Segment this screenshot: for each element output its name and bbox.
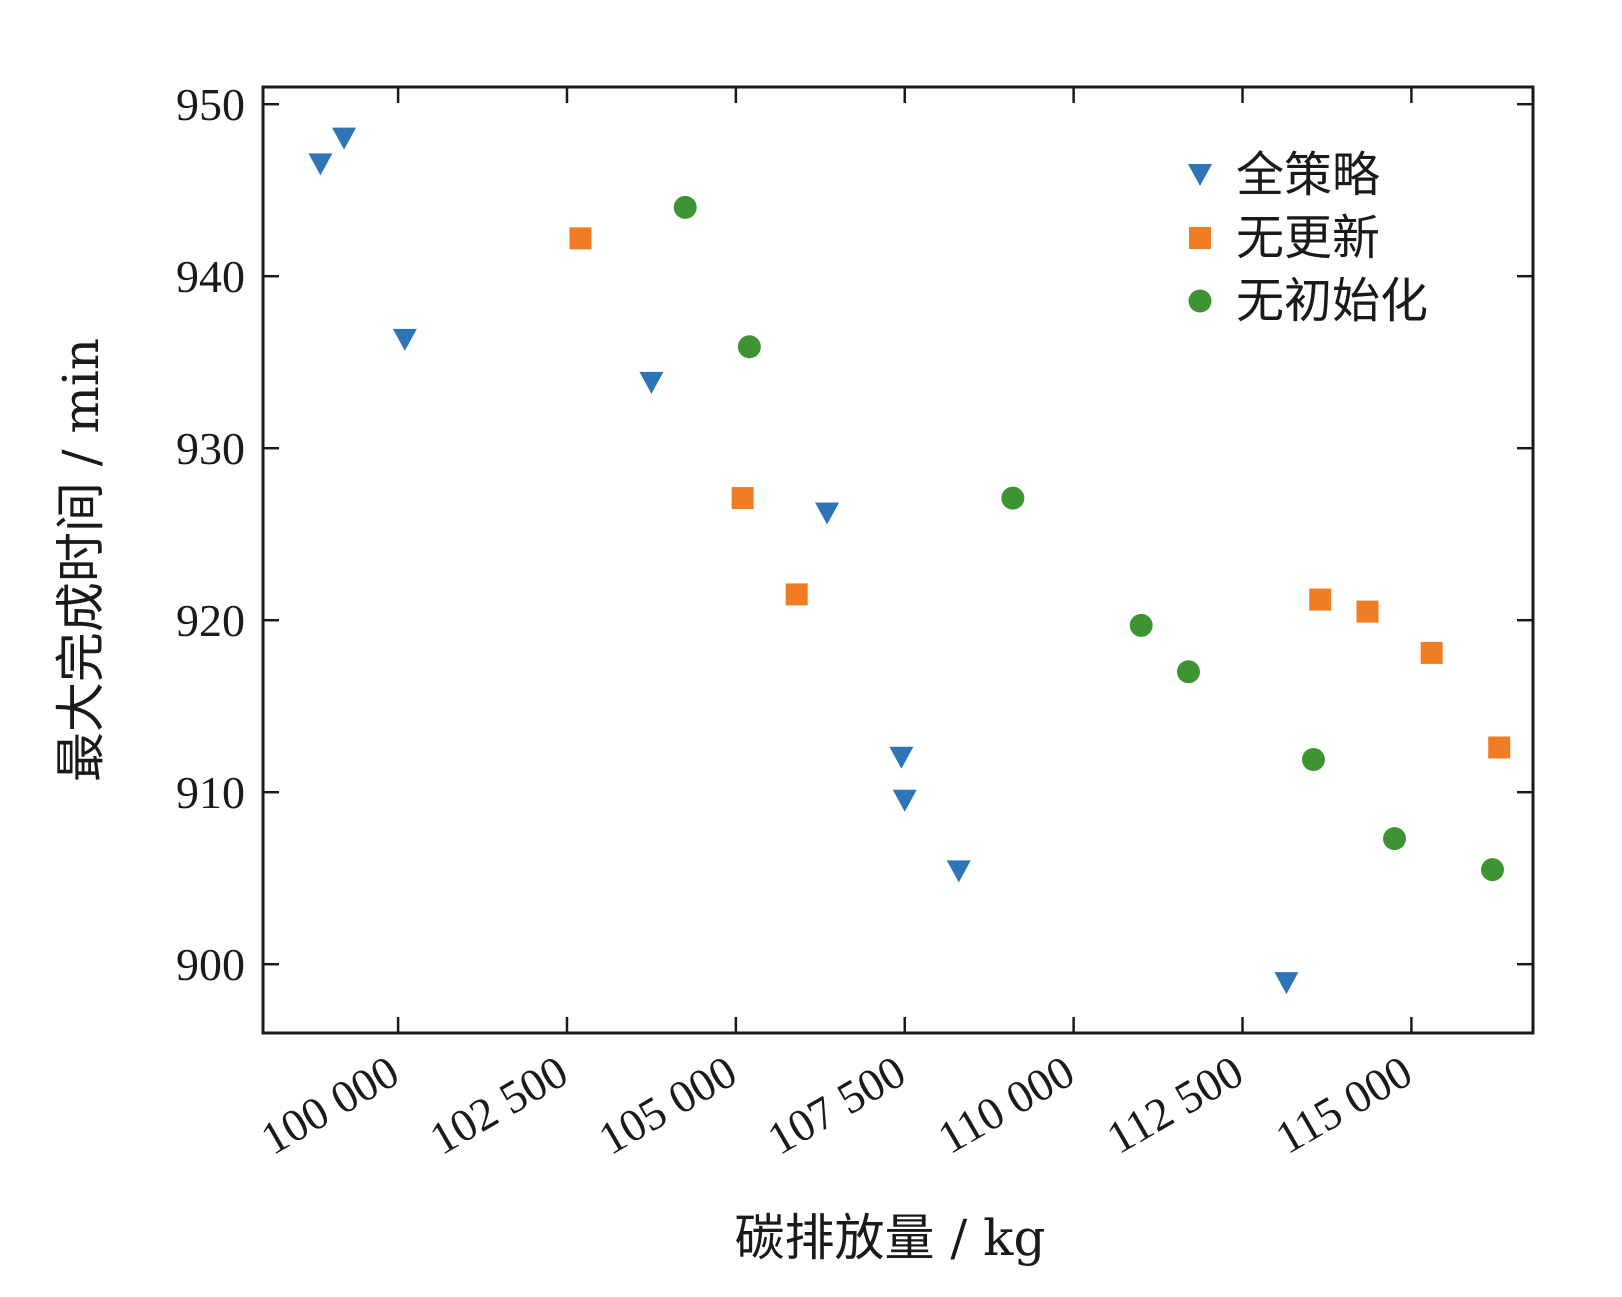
point-series-0 — [392, 328, 417, 351]
legend-markers — [1188, 164, 1212, 313]
y-tick-labels: 900 910 920 930 940 950 — [176, 79, 245, 990]
y-tick-label: 900 — [176, 939, 245, 990]
point-series-0 — [889, 746, 914, 769]
x-tick-label: 102 500 — [421, 1045, 576, 1164]
legend-marker-series-0 — [1188, 164, 1212, 186]
point-series-0 — [815, 502, 840, 525]
point-series-2 — [1301, 748, 1325, 772]
point-series-2 — [673, 195, 697, 219]
point-series-2 — [1383, 827, 1407, 851]
point-series-1 — [731, 487, 754, 510]
point-series-0 — [892, 789, 917, 812]
point-series-0 — [332, 127, 357, 150]
y-axis-title: 最大完成时间 / min — [52, 338, 110, 782]
x-tick-label: 110 000 — [929, 1045, 1082, 1163]
plot-frame — [261, 85, 1535, 1035]
point-series-2 — [1176, 660, 1200, 684]
x-tick-labels: 100 000 102 500 105 000 107 500 110 000 112 5… — [252, 1045, 1420, 1164]
point-series-0 — [946, 860, 971, 883]
point-series-1 — [1356, 600, 1379, 623]
legend-marker-series-1 — [1189, 227, 1211, 249]
legend-marker-series-2 — [1188, 289, 1212, 313]
point-series-2 — [1129, 613, 1153, 637]
y-tick-label: 920 — [176, 595, 245, 646]
y-tick-label: 930 — [176, 423, 245, 474]
point-series-2 — [1001, 486, 1025, 510]
legend: 全策略 无更新 无初始化 — [1188, 147, 1428, 329]
x-tick-label: 115 000 — [1267, 1045, 1420, 1163]
point-series-2 — [737, 335, 761, 359]
point-series-1 — [1420, 641, 1443, 664]
point-series-2 — [1480, 858, 1504, 882]
y-tick-label: 910 — [176, 767, 245, 818]
point-series-0 — [308, 153, 333, 176]
legend-label-series-2: 无初始化 — [1236, 273, 1428, 329]
x-axis-title: 碳排放量 / kg — [735, 1209, 1046, 1267]
point-series-0 — [1274, 972, 1299, 995]
x-tick-label: 105 000 — [590, 1045, 745, 1164]
y-tick-label: 950 — [176, 79, 245, 130]
legend-label-series-1: 无更新 — [1236, 210, 1380, 266]
point-series-1 — [1309, 588, 1332, 611]
point-series-1 — [785, 583, 808, 606]
axis-ticks — [263, 87, 1533, 1033]
point-series-0 — [639, 371, 664, 394]
legend-label-series-0: 全策略 — [1236, 147, 1380, 203]
y-tick-label: 940 — [176, 251, 245, 302]
point-series-1 — [1488, 736, 1511, 759]
data-points — [308, 127, 1511, 995]
x-tick-label: 112 500 — [1098, 1045, 1251, 1163]
x-tick-label: 100 000 — [252, 1045, 407, 1164]
x-tick-label: 107 500 — [759, 1045, 914, 1164]
point-series-1 — [569, 227, 592, 250]
